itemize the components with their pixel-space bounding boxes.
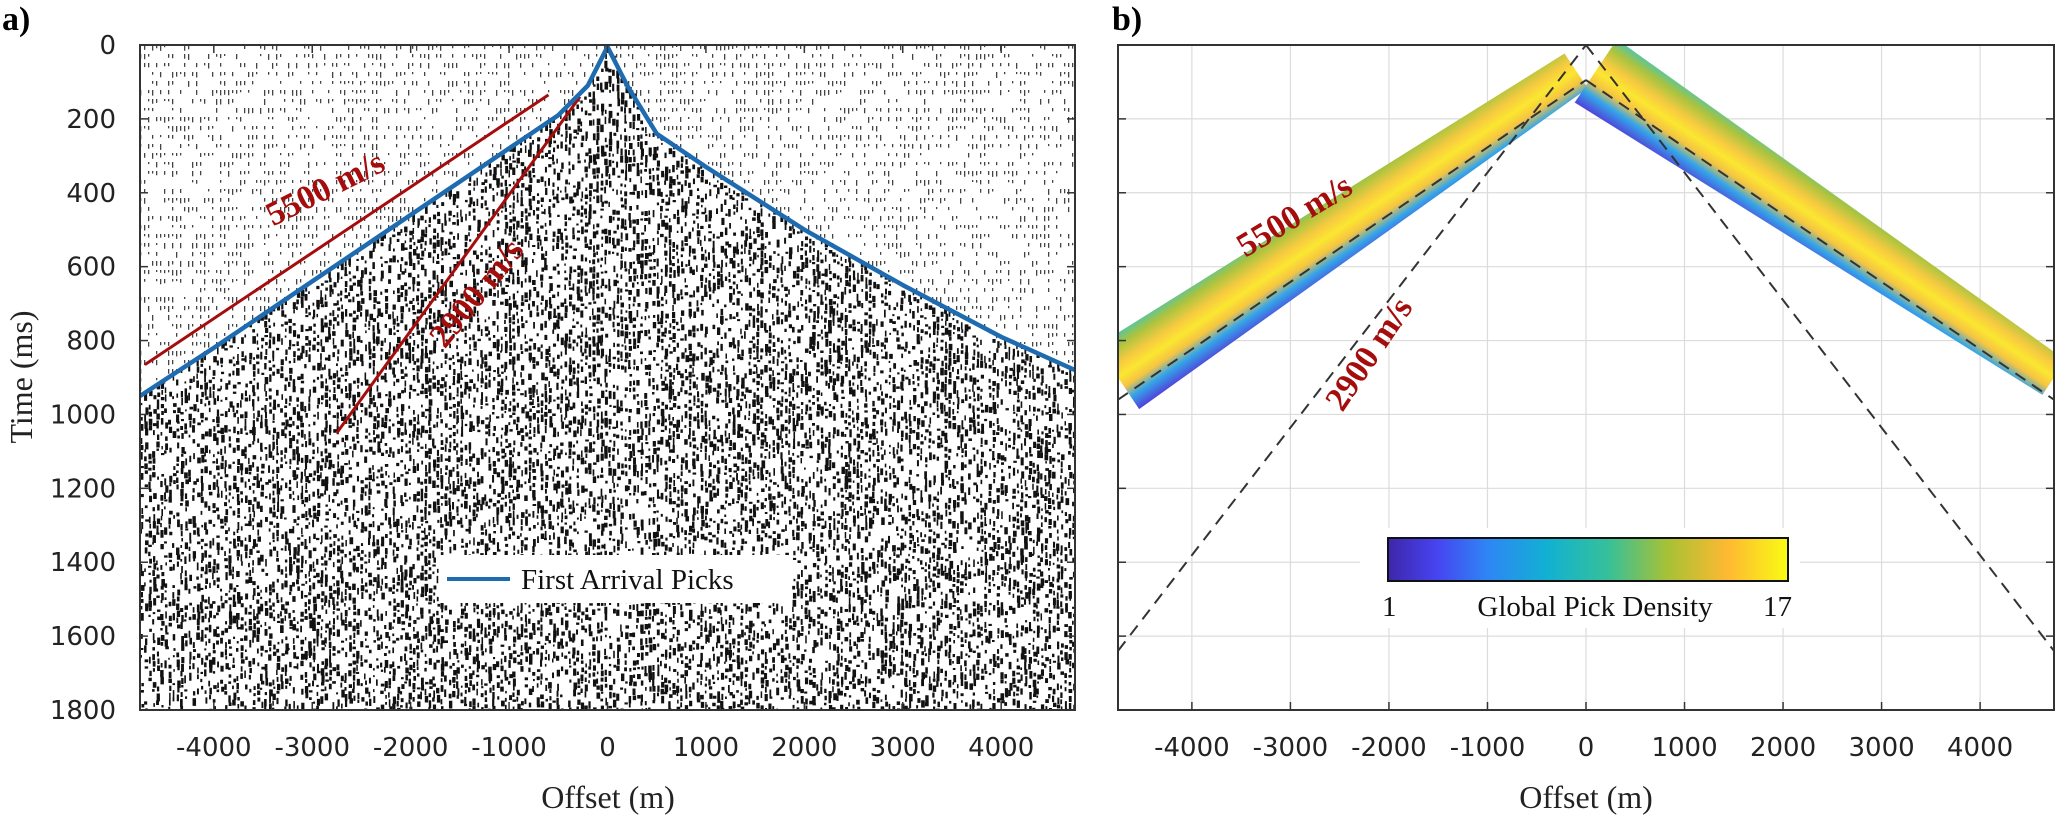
legend-entry-first-arrival-picks: First Arrival Picks — [521, 564, 734, 596]
x-tick-label-a: -1000 — [471, 733, 547, 763]
y-tick-label: 600 — [66, 253, 116, 283]
reference-line-1 — [1118, 79, 1587, 401]
y-tick-label: 1200 — [50, 474, 116, 504]
reference-line-4 — [1585, 45, 2054, 652]
x-tick-label-b: -4000 — [1154, 733, 1230, 763]
x-tick-label-b: -1000 — [1450, 733, 1526, 763]
x-tick-label-a: -4000 — [176, 733, 252, 763]
x-tick-label-a: 0 — [599, 733, 616, 763]
y-axis-label: Time (ms) — [3, 310, 39, 443]
ticks-b: -4000 -3000 -2000 -1000 0 1000 2000 3000 4000 — [1118, 44, 2054, 763]
colorbar-min-label: 1 — [1382, 591, 1397, 623]
x-tick-label-a: 1000 — [673, 733, 739, 763]
x-tick-label-b: 2000 — [1750, 733, 1816, 763]
x-axis-label-b: Offset (m) — [1519, 779, 1653, 815]
x-tick-label-b: -3000 — [1253, 733, 1329, 763]
panel-a: -4000 -3000 -2000 -1000 0 1000 2000 3000 4000 0 20… — [2, 1, 1076, 815]
velocity-line-1 — [144, 93, 550, 366]
y-tick-label: 1800 — [50, 696, 116, 726]
velocity-line-2 — [335, 95, 582, 434]
y-tick-label: 0 — [99, 31, 116, 61]
x-tick-label-a: 2000 — [771, 733, 837, 763]
y-tick-label: 1400 — [50, 548, 116, 578]
y-tick-label: 1600 — [50, 622, 116, 652]
pick-density-bands — [1118, 45, 2054, 410]
seismic-wiggles-below — [140, 53, 1075, 710]
x-tick-label-b: 3000 — [1848, 733, 1914, 763]
y-tick-label: 200 — [66, 105, 116, 135]
panel-b: -4000 -3000 -2000 -1000 0 1000 2000 3000 4000 b)… — [1112, 1, 2055, 815]
x-tick-label-a: -2000 — [373, 733, 449, 763]
colorbar: 1 Global Pick Density 17 — [1360, 528, 1800, 628]
seismic-trace-texture — [140, 45, 1075, 710]
x-tick-label-b: 4000 — [1947, 733, 2013, 763]
panel-label-a: a) — [2, 1, 30, 38]
y-tick-label: 1000 — [50, 400, 116, 430]
velocity-lines-a — [144, 93, 582, 434]
panel-label-b: b) — [1112, 1, 1142, 38]
density-band-left — [1118, 53, 1588, 410]
x-tick-label-a: 4000 — [968, 733, 1034, 763]
density-band-right — [1574, 45, 2054, 395]
colorbar-label: Global Pick Density — [1477, 591, 1713, 623]
colorbar-gradient — [1387, 537, 1789, 582]
legend-a: First Arrival Picks — [440, 555, 792, 603]
reference-line-2 — [1585, 79, 2054, 401]
y-tick-label: 800 — [66, 327, 116, 357]
x-tick-label-a: 3000 — [870, 733, 936, 763]
x-tick-label-a: -3000 — [274, 733, 350, 763]
x-tick-label-b: 0 — [1578, 733, 1595, 763]
ticks-a: -4000 -3000 -2000 -1000 0 1000 2000 3000 4000 0 20… — [50, 31, 1075, 763]
x-tick-label-b: 1000 — [1651, 733, 1717, 763]
x-axis-label-a: Offset (m) — [541, 779, 675, 815]
reference-line-3 — [1118, 45, 1587, 652]
x-tick-label-b: -2000 — [1351, 733, 1427, 763]
y-tick-label: 400 — [66, 179, 116, 209]
colorbar-max-label: 17 — [1763, 591, 1792, 623]
reference-dashed-lines — [1118, 45, 2054, 652]
